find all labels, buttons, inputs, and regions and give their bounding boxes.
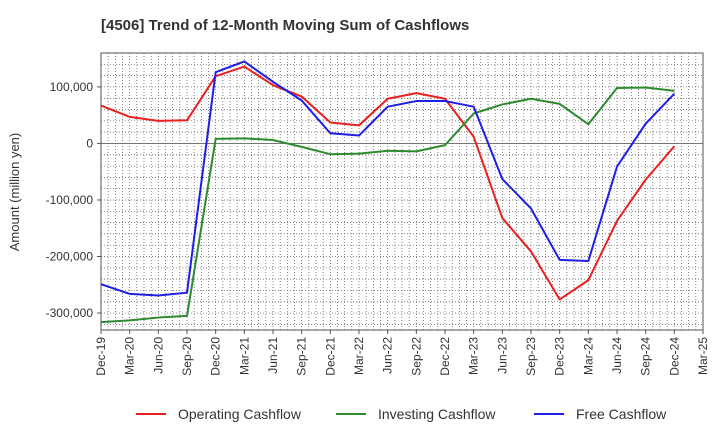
plot-area: 100,000 0 -100,000 -200,000 -300,000 Dec-19 Ma… <box>46 52 710 376</box>
x-tick-label: Dec-21 <box>323 337 337 376</box>
x-tick-label: Jun-20 <box>151 337 165 374</box>
free-cashflow-line <box>100 60 676 297</box>
y-tick-label: 100,000 <box>50 80 94 94</box>
x-tick-label: Mar-24 <box>581 337 595 375</box>
x-tick-label: Jun-21 <box>266 337 280 374</box>
y-tick-label: -100,000 <box>46 193 94 207</box>
x-tick-label: Dec-22 <box>438 337 452 376</box>
plot-border <box>100 52 704 331</box>
x-tick-label: Mar-22 <box>352 337 366 375</box>
x-tick-label: Sep-20 <box>180 337 194 376</box>
x-tick-label: Dec-20 <box>209 337 223 376</box>
operating-cashflow-line <box>100 65 676 301</box>
y-tick-label: -200,000 <box>46 250 94 264</box>
legend-label-free-cashflow: Free Cashflow <box>576 406 667 422</box>
x-tick-label: Mar-21 <box>237 337 251 375</box>
x-tick-label: Jun-24 <box>610 337 624 374</box>
investing-cashflow-line <box>100 86 675 324</box>
legend-label-operating-cashflow: Operating Cashflow <box>178 406 302 422</box>
x-tick-label: Jun-22 <box>381 337 395 374</box>
legend-label-investing-cashflow: Investing Cashflow <box>378 406 496 422</box>
x-tick-label: Mar-20 <box>123 337 137 375</box>
x-tick-label: Dec-24 <box>667 337 681 376</box>
chart-title: [4506] Trend of 12-Month Moving Sum of C… <box>101 17 469 34</box>
x-tick-label: Sep-22 <box>409 337 423 376</box>
x-tick-label: Sep-24 <box>639 337 653 376</box>
x-tick-label: Dec-23 <box>553 337 567 376</box>
legend: Operating Cashflow Investing Cashflow Free… <box>136 406 667 422</box>
x-tick-label: Dec-19 <box>94 337 108 376</box>
y-tick-label: -300,000 <box>46 306 94 320</box>
x-tick-label: Mar-23 <box>467 337 481 375</box>
y-axis-title: Amount (million yen) <box>7 133 22 252</box>
x-tick-label: Jun-23 <box>495 337 509 374</box>
x-tick-label: Sep-21 <box>295 337 309 376</box>
x-tick-label: Sep-23 <box>524 337 538 376</box>
y-tick-label: 0 <box>86 136 93 150</box>
x-tick-label: Mar-25 <box>696 337 710 375</box>
